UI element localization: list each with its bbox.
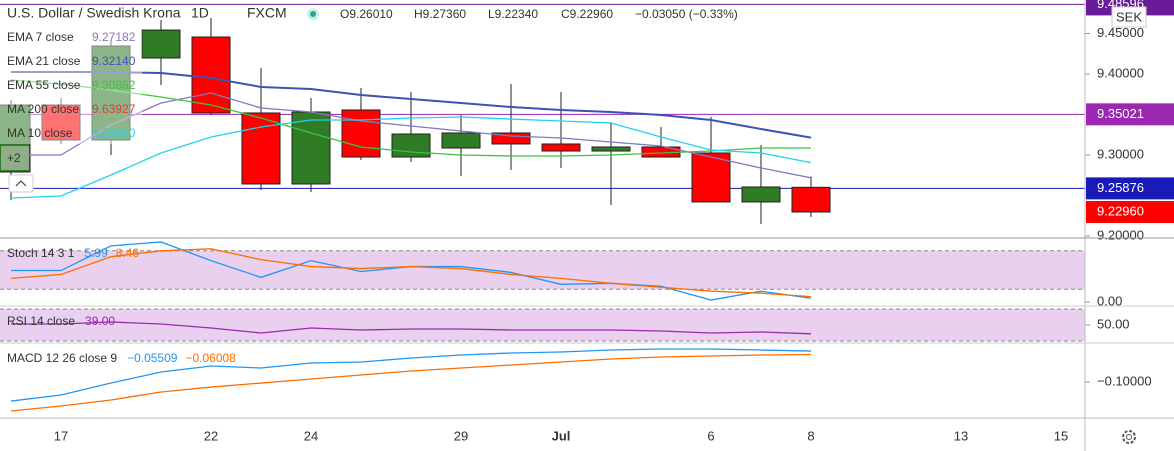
pane-title: RSI 14 close: [7, 314, 75, 328]
collapse-button[interactable]: [8, 174, 34, 193]
indicator-line: [10, 116, 812, 199]
ohlc-high: H9.27360: [414, 7, 466, 21]
indicator-line: [10, 79, 812, 157]
last-price-label: 9.22960: [1097, 203, 1144, 218]
y-tick-label: 9.30000: [1097, 146, 1144, 161]
price-line-label-box: [1086, 103, 1174, 126]
ohlc-close: C9.22960: [561, 7, 613, 21]
band-fill: [0, 250, 1085, 290]
y-tick-label: −0.10000: [1097, 373, 1152, 388]
candle-body: [791, 186, 831, 213]
y-tick-label: 50.00: [1097, 316, 1130, 331]
price-line-label: 9.48596: [1097, 0, 1144, 11]
legend-value: 39.00: [85, 314, 115, 328]
ohlc-open: O9.26010: [340, 7, 393, 21]
candle-body: [41, 104, 81, 141]
candle-body: [691, 152, 731, 203]
x-tick-label: Jul: [552, 428, 571, 443]
price-line-label: 9.25876: [1097, 180, 1144, 195]
candle-body: [291, 111, 331, 185]
pane-title: Stoch 14 3 1: [7, 246, 75, 260]
legend-value: 9.30862: [92, 78, 136, 92]
y-tick-label: 9.45000: [1097, 25, 1144, 40]
legend-name: MA 10 close: [7, 126, 73, 140]
legend-name: EMA 21 close: [7, 54, 81, 68]
x-tick-label: 22: [204, 428, 218, 443]
symbol: U.S. Dollar / Swedish Krona: [7, 5, 181, 21]
x-tick-label: 24: [304, 428, 318, 443]
legend-value: 9.63927: [92, 102, 136, 116]
legend-backdrop: [0, 28, 142, 144]
indicator-line: [11, 70, 812, 139]
x-tick-label: 13: [954, 428, 968, 443]
last-price-box: [1086, 201, 1174, 224]
more-indicators[interactable]: +2: [7, 151, 21, 165]
x-tick-label: 17: [54, 428, 68, 443]
candle-body: [141, 29, 181, 59]
settings-button[interactable]: [1122, 430, 1136, 444]
y-tick-label: 9.20000: [1097, 227, 1144, 242]
legend-value: 9.32140: [92, 54, 136, 68]
x-tick-label: 15: [1054, 428, 1068, 443]
candle-body: [741, 186, 781, 203]
pane-title: MACD 12 26 close 9: [7, 351, 117, 365]
indicator-line: [10, 348, 812, 402]
legend-value: 9.27182: [92, 30, 136, 44]
settings-icon[interactable]: [1122, 430, 1136, 444]
candle-body: [241, 112, 281, 185]
interval: 1D: [191, 5, 209, 21]
x-tick-label: 8: [807, 428, 814, 443]
candle-body: [491, 132, 531, 145]
legend-name: EMA 55 close: [7, 78, 81, 92]
legend-value: 9.29060: [92, 126, 136, 140]
candle-body: [441, 132, 481, 149]
plot-area: [0, 3, 1085, 412]
indicator-line: [10, 248, 812, 298]
price-line-label: 9.35021: [1097, 106, 1144, 121]
y-tick-label: 0.00: [1097, 293, 1122, 308]
candle-body: [191, 36, 231, 114]
band-fill: [0, 309, 1085, 341]
settings-icon[interactable]: [1126, 434, 1132, 440]
x-tick-label: 29: [454, 428, 468, 443]
currency-box[interactable]: [1111, 6, 1147, 28]
legend-value: −0.06008: [185, 351, 236, 365]
status-dot: [310, 11, 316, 17]
ohlc-change: −0.03050 (−0.33%): [635, 7, 738, 21]
legend: EMA 7 close 9.27182 EMA 21 close 9.32140 EMA…: [0, 28, 236, 365]
candle-body: [391, 133, 431, 158]
legend-name: MA 200 close: [7, 102, 79, 116]
price-axis: 9.20000 9.30000 9.40000 9.45000 9.48596 9.350…: [54, 0, 1174, 443]
candle-body: [341, 109, 381, 158]
x-tick-label: 6: [707, 428, 714, 443]
legend-value: 8.46: [116, 246, 140, 260]
candle-body: [541, 143, 581, 152]
y-tick-label: 9.40000: [1097, 65, 1144, 80]
ohlc-low: L9.22340: [488, 7, 538, 21]
indicator-line: [11, 92, 812, 179]
exchange: FXCM: [247, 5, 287, 21]
more-indicators-button[interactable]: [1, 146, 29, 170]
currency[interactable]: SEK: [1116, 9, 1142, 24]
legend-name: EMA 7 close: [7, 30, 74, 44]
candle-body: [591, 146, 631, 152]
legend-value: 5.99: [84, 246, 108, 260]
indicator-line: [11, 321, 812, 335]
indicator-line: [10, 353, 812, 412]
price-line-label-box: [1086, 177, 1174, 200]
collapse-icon[interactable]: [15, 180, 27, 187]
legend-value: −0.05509: [127, 351, 178, 365]
